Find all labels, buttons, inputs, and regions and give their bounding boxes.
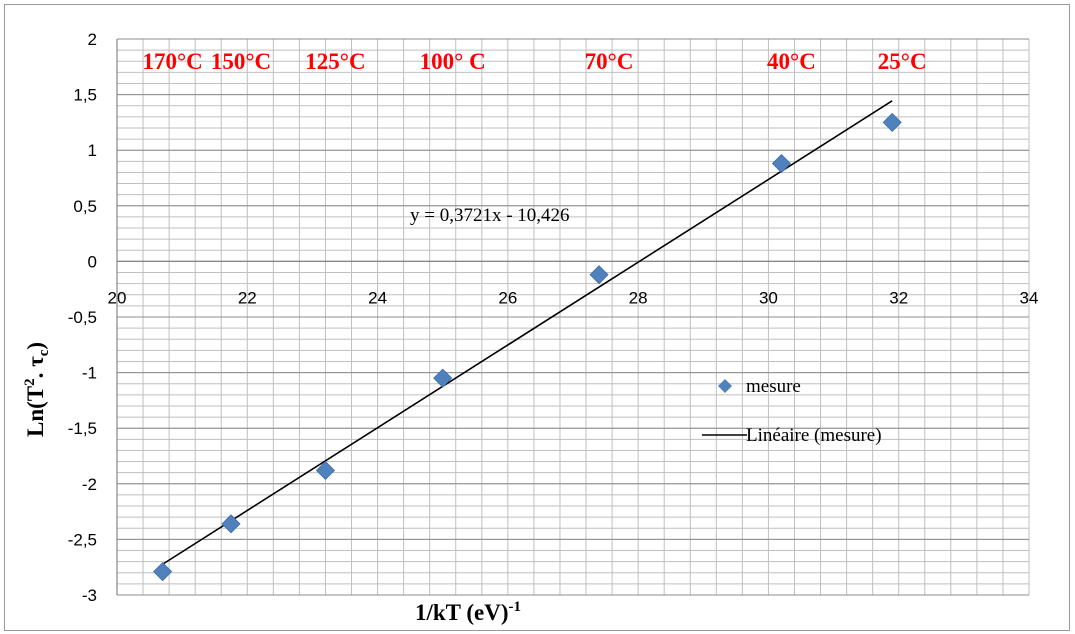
- temperature-labels: 170°C 150°C 125°C 100° C 70°C 40°C 25°C: [142, 49, 926, 74]
- temperature-label: 170°C: [142, 49, 202, 74]
- legend-label-mesure: mesure: [746, 376, 801, 397]
- temperature-label: 125°C: [305, 49, 365, 74]
- x-tick-label: 22: [238, 288, 257, 307]
- y-tick-label: 0: [88, 252, 97, 271]
- data-point: [771, 153, 792, 174]
- legend-label-lineaire: Linéaire (mesure): [746, 425, 882, 446]
- y-tick-label: 2: [88, 30, 97, 49]
- chart-frame: -3 -2,5 -2 -1,5 -1 -0,5 0 0,5 1 1,5 2 20 22 24 26 28 30 3…: [4, 4, 1070, 631]
- temperature-label: 70°C: [585, 49, 634, 74]
- chart: -3 -2,5 -2 -1,5 -1 -0,5 0 0,5 1 1,5 2 20 22 24 26 28 30 3…: [22, 30, 1039, 625]
- y-tick-label: -1,5: [68, 419, 97, 438]
- y-axis-title-subscript: c: [36, 349, 52, 356]
- trendline-equation: y = 0,3721x - 10,426: [410, 205, 570, 226]
- x-tick-label: 20: [108, 288, 127, 307]
- temperature-label: 150°C: [211, 49, 271, 74]
- x-tick-label: 24: [368, 288, 387, 307]
- grid: [116, 38, 1030, 596]
- y-tick-label: -3: [82, 586, 97, 605]
- y-tick-label: -1: [82, 364, 97, 383]
- legend: mesure Linéaire (mesure): [702, 376, 882, 446]
- x-tick-label: 26: [498, 288, 517, 307]
- temperature-label: 100° C: [420, 49, 486, 74]
- y-axis-title-exponent: 2: [22, 378, 38, 386]
- data-point: [882, 112, 902, 132]
- y-tick-label: -2: [82, 475, 97, 494]
- trendline: [162, 100, 893, 565]
- data-point: [589, 265, 609, 285]
- data-point: [153, 562, 173, 582]
- y-tick-label: 1: [88, 141, 97, 160]
- data-points: [153, 112, 902, 582]
- y-axis-title-base: Ln(T: [23, 386, 48, 437]
- data-point: [315, 460, 336, 481]
- tick-labels: -3 -2,5 -2 -1,5 -1 -0,5 0 0,5 1 1,5 2 20 22 24 26 28 30 3…: [68, 30, 1039, 605]
- x-tick-label: 28: [629, 288, 648, 307]
- y-axis-title: Ln(T2. τc): [22, 342, 52, 437]
- y-tick-label: -0,5: [68, 308, 97, 327]
- y-tick-label: 1,5: [73, 86, 97, 105]
- x-axis-title-exponent: -1: [509, 599, 522, 615]
- legend-marker-mesure: [718, 379, 732, 393]
- data-point: [221, 514, 241, 534]
- x-tick-label: 34: [1020, 288, 1039, 307]
- y-tick-label: -2,5: [68, 530, 97, 549]
- x-tick-label: 32: [889, 288, 908, 307]
- y-axis-title-end: ): [23, 342, 48, 350]
- data-point: [433, 368, 453, 388]
- temperature-label: 25°C: [878, 49, 927, 74]
- y-tick-label: 0,5: [73, 197, 97, 216]
- x-axis-title: 1/kT (eV)-1: [415, 599, 521, 625]
- temperature-label: 40°C: [767, 49, 816, 74]
- x-tick-label: 30: [759, 288, 778, 307]
- x-axis-title-base: 1/kT (eV): [415, 600, 509, 625]
- y-axis-title-tau: . τ: [23, 356, 48, 379]
- trendline-layer: [162, 100, 893, 565]
